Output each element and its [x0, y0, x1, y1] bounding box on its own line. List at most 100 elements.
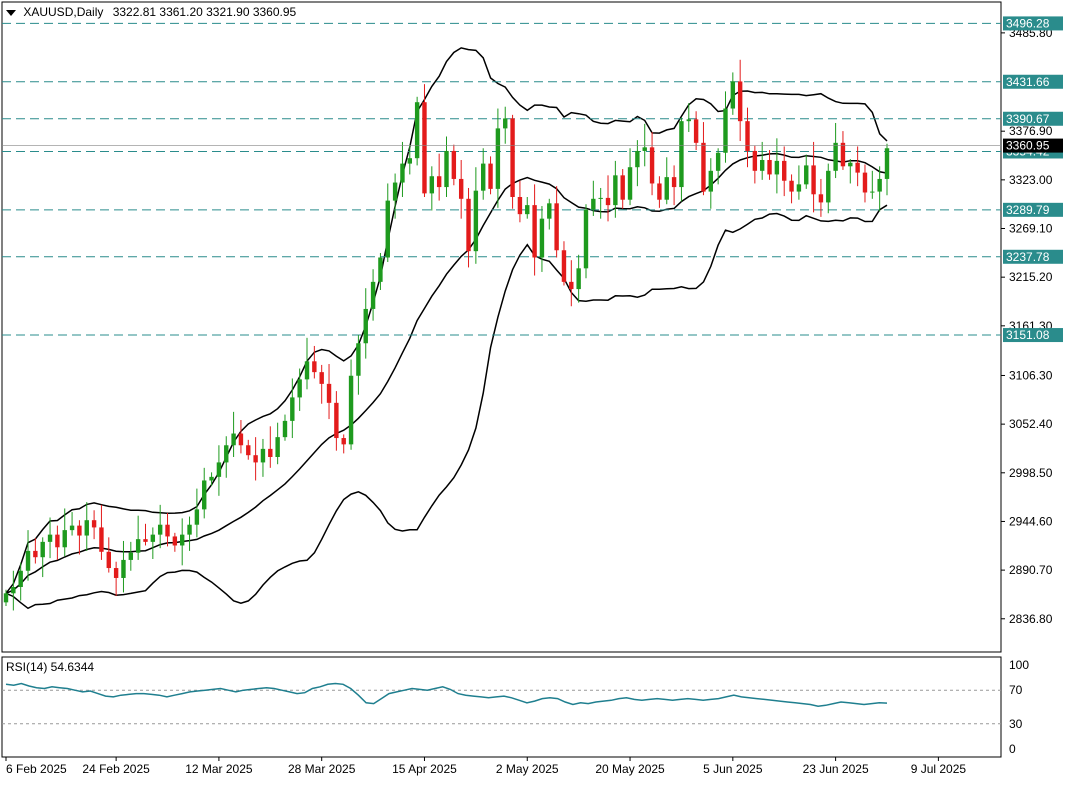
- price-level-label: 3496.28: [1006, 16, 1050, 30]
- candle-body: [547, 203, 552, 219]
- rsi-tick-label: 0: [1009, 742, 1016, 756]
- candle-body: [561, 250, 567, 282]
- rsi-tick-label: 70: [1009, 683, 1023, 697]
- candle-body: [370, 281, 376, 309]
- x-axis-tick-label: 28 Mar 2025: [288, 762, 356, 776]
- candle-body: [209, 476, 214, 481]
- x-axis-tick-label: 2 May 2025: [496, 762, 559, 776]
- candle-body: [348, 375, 354, 445]
- candle-body: [77, 525, 82, 536]
- candle-body: [569, 281, 574, 290]
- candle-body: [444, 150, 449, 188]
- candle-body: [290, 397, 295, 421]
- candle-body: [3, 593, 9, 603]
- y-axis-tick-label: 3106.30: [1009, 368, 1053, 382]
- rsi-plot-border: [1, 656, 1002, 758]
- candle-body: [121, 559, 126, 578]
- candle-body: [246, 445, 251, 456]
- candle-body: [40, 541, 45, 558]
- price-level-box: [1003, 328, 1063, 343]
- candle-body: [877, 178, 882, 192]
- price-level-label: 3431.66: [1006, 75, 1050, 89]
- candle-body: [649, 147, 655, 184]
- price-level-box: [1003, 111, 1063, 126]
- candle-body: [554, 203, 559, 251]
- candle-body: [737, 81, 743, 122]
- x-axis-tick-label: 24 Feb 2025: [82, 762, 150, 776]
- candle-body: [532, 205, 537, 258]
- candle-body: [106, 551, 111, 569]
- candle-body: [231, 433, 236, 446]
- candle-body: [69, 525, 75, 531]
- candle-body: [752, 150, 758, 171]
- candle-body: [884, 148, 890, 179]
- candle-body: [113, 568, 119, 578]
- candle-body: [693, 119, 699, 143]
- x-axis-tick-label: 9 Jul 2025: [911, 762, 967, 776]
- candle-body: [312, 361, 317, 373]
- candle-body: [495, 128, 501, 189]
- candle-body: [782, 160, 787, 181]
- candle-body: [378, 257, 383, 282]
- candle-body: [422, 102, 427, 194]
- candle-body: [723, 108, 728, 153]
- candle-body: [657, 183, 662, 200]
- candle-body: [238, 433, 244, 446]
- candle-body: [862, 172, 868, 193]
- candle-body: [282, 420, 288, 438]
- y-axis-tick-label: 2890.70: [1009, 563, 1053, 577]
- candle-body: [759, 159, 765, 171]
- main-plot-border: [1, 1, 1002, 653]
- candle-body: [165, 524, 170, 537]
- y-axis-tick-label: 3323.00: [1009, 173, 1053, 187]
- rsi-tick-label: 100: [1009, 658, 1029, 672]
- price-level-box: [1003, 249, 1063, 264]
- candle-body: [517, 197, 523, 215]
- candle-body: [18, 570, 23, 587]
- x-axis-tick-label: 5 Jun 2025: [703, 762, 763, 776]
- candle-body: [304, 361, 310, 380]
- y-axis-tick-label: 2836.80: [1009, 612, 1053, 626]
- candle-body: [458, 178, 464, 199]
- candle-body: [392, 182, 398, 201]
- x-axis-tick-label: 6 Feb 2025: [6, 762, 67, 776]
- candle-body: [605, 197, 611, 206]
- candle-body: [194, 509, 200, 525]
- symbol-label: XAUUSD,Daily: [23, 5, 104, 19]
- candle-body: [826, 170, 831, 203]
- y-axis-tick-label: 2998.50: [1009, 466, 1053, 480]
- price-level-label: 3151.08: [1006, 328, 1050, 342]
- candle-body: [135, 539, 141, 553]
- candle-body: [407, 158, 412, 164]
- candle-body: [202, 480, 207, 510]
- rsi-line: [5, 682, 888, 707]
- candle-body: [473, 190, 479, 252]
- candle-body: [510, 118, 515, 197]
- current-price-box: [1003, 138, 1063, 153]
- candle-body: [33, 550, 38, 558]
- candle-body: [150, 534, 156, 542]
- collapse-triangle-icon[interactable]: [6, 9, 16, 16]
- candle-body: [179, 534, 185, 546]
- candle-body: [635, 150, 640, 168]
- candle-body: [436, 176, 442, 188]
- candle-body: [341, 438, 346, 445]
- x-axis-tick-label: 12 Mar 2025: [185, 762, 253, 776]
- candle-body: [745, 121, 750, 151]
- candle-body: [275, 437, 280, 457]
- candle-body: [583, 209, 589, 269]
- candle-body: [99, 527, 104, 552]
- candle-body: [730, 81, 736, 109]
- candle-body: [642, 147, 647, 151]
- candle-body: [627, 167, 633, 200]
- y-axis-tick-label: 3269.10: [1009, 222, 1053, 236]
- y-axis-tick-label: 3052.40: [1009, 417, 1053, 431]
- candle-body: [400, 163, 405, 183]
- bollinger-lower-band: [5, 204, 888, 610]
- y-axis-tick-label: 3215.20: [1009, 270, 1053, 284]
- candle-body: [840, 142, 846, 167]
- candle-body: [466, 198, 471, 252]
- current-price-label: 3360.95: [1006, 139, 1050, 153]
